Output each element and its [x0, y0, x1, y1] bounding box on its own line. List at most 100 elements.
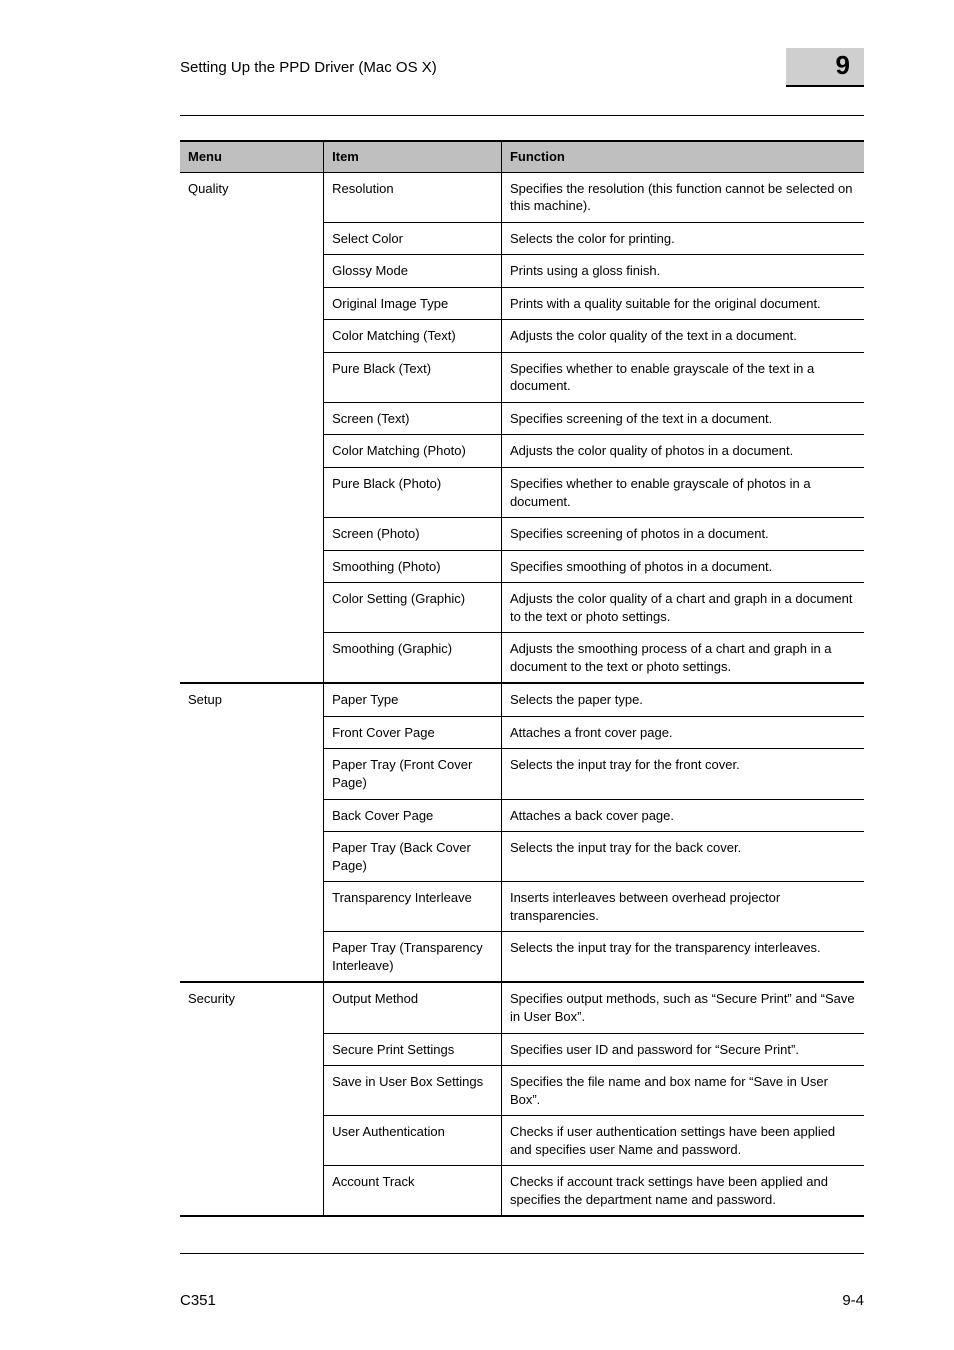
item-cell: Resolution: [324, 172, 502, 222]
item-cell: Paper Tray (Transparency Interleave): [324, 932, 502, 983]
function-cell: Attaches a front cover page.: [501, 716, 864, 749]
table-row: Pure Black (Text)Specifies whether to en…: [180, 352, 864, 402]
item-cell: Front Cover Page: [324, 716, 502, 749]
table-row: Account TrackChecks if account track set…: [180, 1166, 864, 1217]
function-cell: Selects the color for printing.: [501, 222, 864, 255]
item-cell: User Authentication: [324, 1116, 502, 1166]
function-cell: Checks if user authentication settings h…: [501, 1116, 864, 1166]
function-cell: Adjusts the color quality of photos in a…: [501, 435, 864, 468]
item-cell: Smoothing (Graphic): [324, 633, 502, 684]
chapter-number: 9: [836, 50, 850, 81]
table-row: Original Image TypePrints with a quality…: [180, 287, 864, 320]
item-cell: Back Cover Page: [324, 799, 502, 832]
table-row: User AuthenticationChecks if user authen…: [180, 1116, 864, 1166]
menu-cell: [180, 749, 324, 799]
item-cell: Screen (Photo): [324, 518, 502, 551]
menu-cell: [180, 320, 324, 353]
item-cell: Pure Black (Text): [324, 352, 502, 402]
item-cell: Secure Print Settings: [324, 1033, 502, 1066]
function-cell: Inserts interleaves between overhead pro…: [501, 882, 864, 932]
function-cell: Adjusts the color quality of the text in…: [501, 320, 864, 353]
table-row: Secure Print SettingsSpecifies user ID a…: [180, 1033, 864, 1066]
menu-cell: [180, 799, 324, 832]
function-cell: Attaches a back cover page.: [501, 799, 864, 832]
item-cell: Paper Type: [324, 683, 502, 716]
function-cell: Adjusts the smoothing process of a chart…: [501, 633, 864, 684]
menu-cell: [180, 882, 324, 932]
menu-cell: [180, 832, 324, 882]
table-row: Smoothing (Photo)Specifies smoothing of …: [180, 550, 864, 583]
menu-cell: Security: [180, 982, 324, 1033]
menu-cell: [180, 716, 324, 749]
item-cell: Pure Black (Photo): [324, 468, 502, 518]
header-rule: [180, 115, 864, 116]
item-cell: Color Matching (Photo): [324, 435, 502, 468]
table-row: Color Setting (Graphic)Adjusts the color…: [180, 583, 864, 633]
table-row: Save in User Box SettingsSpecifies the f…: [180, 1066, 864, 1116]
table-header-row: Menu Item Function: [180, 141, 864, 172]
table-row: Color Matching (Photo)Adjusts the color …: [180, 435, 864, 468]
menu-cell: Quality: [180, 172, 324, 222]
table-row: Paper Tray (Back Cover Page)Selects the …: [180, 832, 864, 882]
function-cell: Prints with a quality suitable for the o…: [501, 287, 864, 320]
menu-cell: [180, 435, 324, 468]
function-cell: Specifies screening of the text in a doc…: [501, 402, 864, 435]
menu-cell: [180, 1116, 324, 1166]
menu-cell: [180, 402, 324, 435]
col-header-item: Item: [324, 141, 502, 172]
item-cell: Glossy Mode: [324, 255, 502, 288]
menu-cell: [180, 255, 324, 288]
item-cell: Save in User Box Settings: [324, 1066, 502, 1116]
table-row: Screen (Text)Specifies screening of the …: [180, 402, 864, 435]
footer-rule: [180, 1253, 864, 1254]
table-row: SetupPaper TypeSelects the paper type.: [180, 683, 864, 716]
menu-cell: [180, 932, 324, 983]
menu-cell: [180, 1166, 324, 1217]
function-cell: Specifies whether to enable grayscale of…: [501, 352, 864, 402]
menu-cell: [180, 550, 324, 583]
table-row: Glossy ModePrints using a gloss finish.: [180, 255, 864, 288]
table-row: Smoothing (Graphic)Adjusts the smoothing…: [180, 633, 864, 684]
item-cell: Select Color: [324, 222, 502, 255]
function-cell: Selects the input tray for the transpare…: [501, 932, 864, 983]
function-cell: Specifies the file name and box name for…: [501, 1066, 864, 1116]
table-row: Pure Black (Photo)Specifies whether to e…: [180, 468, 864, 518]
item-cell: Transparency Interleave: [324, 882, 502, 932]
item-cell: Original Image Type: [324, 287, 502, 320]
item-cell: Account Track: [324, 1166, 502, 1217]
table-row: Select ColorSelects the color for printi…: [180, 222, 864, 255]
function-cell: Specifies screening of photos in a docum…: [501, 518, 864, 551]
chapter-badge: 9: [786, 48, 864, 87]
footer-page: 9-4: [842, 1292, 864, 1309]
function-cell: Prints using a gloss finish.: [501, 255, 864, 288]
table-row: Transparency InterleaveInserts interleav…: [180, 882, 864, 932]
running-title: Setting Up the PPD Driver (Mac OS X): [180, 59, 437, 76]
table-row: Color Matching (Text)Adjusts the color q…: [180, 320, 864, 353]
function-cell: Selects the input tray for the back cove…: [501, 832, 864, 882]
function-cell: Adjusts the color quality of a chart and…: [501, 583, 864, 633]
menu-cell: [180, 1033, 324, 1066]
menu-cell: [180, 583, 324, 633]
function-cell: Specifies smoothing of photos in a docum…: [501, 550, 864, 583]
menu-cell: [180, 468, 324, 518]
col-header-menu: Menu: [180, 141, 324, 172]
menu-cell: [180, 352, 324, 402]
item-cell: Screen (Text): [324, 402, 502, 435]
table-row: Paper Tray (Transparency Interleave)Sele…: [180, 932, 864, 983]
item-cell: Paper Tray (Back Cover Page): [324, 832, 502, 882]
function-cell: Specifies user ID and password for “Secu…: [501, 1033, 864, 1066]
settings-table: Menu Item Function QualityResolution Spec…: [180, 140, 864, 1217]
item-cell: Output Method: [324, 982, 502, 1033]
menu-cell: [180, 287, 324, 320]
menu-cell: [180, 518, 324, 551]
menu-cell: [180, 1066, 324, 1116]
col-header-func: Function: [501, 141, 864, 172]
menu-cell: [180, 633, 324, 684]
function-cell: Specifies output methods, such as “Secur…: [501, 982, 864, 1033]
table-row: Screen (Photo)Specifies screening of pho…: [180, 518, 864, 551]
function-cell: Checks if account track settings have be…: [501, 1166, 864, 1217]
menu-cell: Setup: [180, 683, 324, 716]
footer-model: C351: [180, 1292, 216, 1309]
table-row: Back Cover PageAttaches a back cover pag…: [180, 799, 864, 832]
item-cell: Color Setting (Graphic): [324, 583, 502, 633]
